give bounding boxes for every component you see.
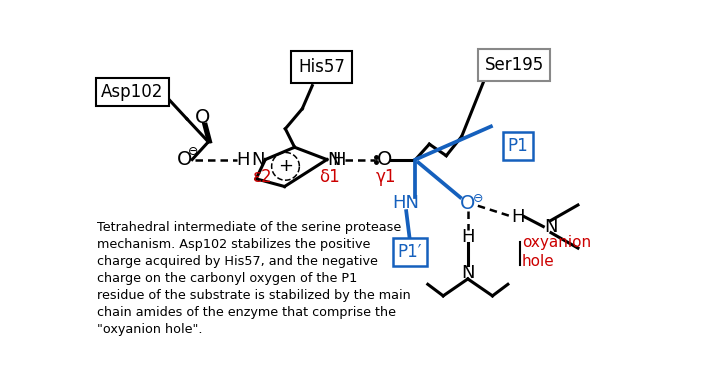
Text: O: O bbox=[377, 150, 393, 169]
Text: H: H bbox=[511, 207, 525, 226]
Text: P1′: P1′ bbox=[398, 243, 422, 261]
Text: H: H bbox=[236, 150, 250, 169]
Text: N: N bbox=[461, 264, 474, 282]
Text: δ1: δ1 bbox=[320, 168, 340, 185]
Text: γ1: γ1 bbox=[376, 168, 396, 185]
Text: O: O bbox=[460, 194, 476, 213]
Text: HN: HN bbox=[393, 195, 420, 212]
Text: oxyanion
hole: oxyanion hole bbox=[522, 235, 591, 269]
Text: $\ominus$: $\ominus$ bbox=[472, 192, 484, 205]
Text: Tetrahedral intermediate of the serine protease
mechanism. Asp102 stabilizes the: Tetrahedral intermediate of the serine p… bbox=[97, 221, 410, 336]
Text: Ser195: Ser195 bbox=[484, 56, 544, 74]
Text: P1: P1 bbox=[508, 137, 528, 155]
Text: H: H bbox=[461, 228, 474, 245]
Text: ε2: ε2 bbox=[253, 168, 272, 185]
Text: H: H bbox=[332, 150, 346, 169]
Text: N: N bbox=[545, 217, 558, 236]
Text: $\ominus$: $\ominus$ bbox=[187, 146, 199, 158]
Text: His57: His57 bbox=[298, 58, 345, 76]
Text: N: N bbox=[328, 150, 342, 169]
Text: +: + bbox=[278, 157, 293, 175]
Text: Asp102: Asp102 bbox=[102, 83, 164, 101]
Text: O: O bbox=[195, 108, 211, 127]
Text: O: O bbox=[177, 150, 192, 169]
Text: N: N bbox=[251, 150, 265, 169]
